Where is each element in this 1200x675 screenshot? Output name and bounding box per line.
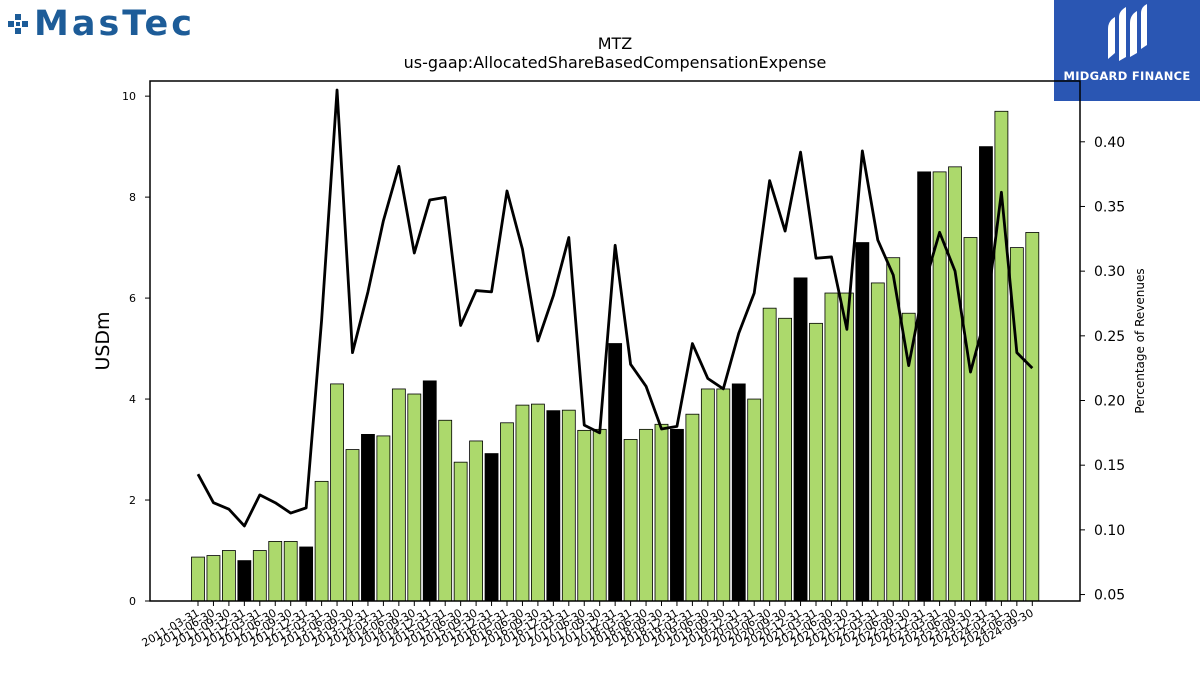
bar-2019-06-30 [700, 388, 715, 602]
y-tick-label: 0 [129, 595, 136, 608]
y2-tick-label: 0.15 [1094, 458, 1125, 474]
bar-2022-09-30 [901, 312, 916, 602]
midgard-finance-logo: MIDGARD FINANCE [1054, 0, 1200, 101]
line-series [196, 88, 1034, 528]
bar-2021-06-30 [824, 292, 839, 602]
bar-2015-12-31 [484, 453, 499, 602]
bar-2012-12-31 [299, 546, 314, 602]
y-tick-label: 4 [129, 393, 136, 406]
y2-tick-label: 0.05 [1094, 588, 1125, 604]
bar-2012-03-31 [252, 550, 267, 602]
bar-2018-06-30 [639, 428, 653, 602]
bar-2014-09-30 [407, 393, 422, 602]
bar-2015-03-31 [438, 419, 453, 602]
midgard-emblem-icon [1108, 4, 1147, 61]
bar-2024-09-30 [1025, 232, 1040, 602]
bar-2020-03-31 [747, 398, 762, 602]
bar-2012-09-30 [283, 541, 298, 602]
bar-2022-03-31 [870, 282, 885, 602]
bar-2017-03-31 [561, 409, 576, 602]
bar-2019-09-30 [716, 388, 731, 602]
y2-tick-label: 0.35 [1094, 199, 1125, 215]
bar-2021-09-30 [840, 292, 854, 602]
bar-2017-06-30 [577, 429, 592, 602]
bar-2015-09-30 [469, 440, 484, 602]
y2-tick-label: 0.30 [1094, 264, 1125, 280]
mastec-logo-text: MasTec [34, 4, 195, 44]
y2-tick-label: 0.10 [1094, 523, 1125, 539]
bar-2018-09-30 [654, 423, 669, 602]
bar-2020-06-30 [762, 307, 777, 602]
bar-2016-06-30 [515, 404, 530, 602]
bar-2014-03-31 [376, 435, 391, 602]
bar-2011-12-31 [237, 560, 252, 602]
bar-2017-12-31 [608, 343, 623, 602]
y2-axis-label: Percentage of Revenues [1133, 268, 1147, 413]
bar-2021-12-31 [855, 242, 870, 602]
y2-tick-label: 0.20 [1094, 394, 1125, 410]
y-axis-left: 0 2 4 6 8 10 [122, 90, 150, 608]
bar-2016-09-30 [531, 403, 545, 602]
bar-2014-06-30 [391, 388, 406, 602]
midgard-brand-text: MIDGARD FINANCE [1063, 69, 1191, 83]
bar-2018-03-31 [623, 439, 638, 602]
bar-2011-06-30 [206, 555, 221, 602]
y-axis-label: USDm [92, 311, 114, 370]
bar-2013-09-30 [345, 449, 360, 602]
y2-tick-label: 0.40 [1094, 135, 1125, 151]
bar-2018-12-31 [670, 428, 684, 602]
bar-2024-03-31 [994, 110, 1009, 602]
bar-2021-03-31 [809, 322, 823, 602]
mastec-logo: MasTec [8, 4, 195, 44]
bar-2019-03-31 [685, 413, 700, 602]
bar-2016-12-31 [546, 410, 561, 602]
bar-2022-12-31 [917, 171, 932, 602]
y-tick-label: 2 [129, 494, 136, 507]
bar-2011-03-31 [191, 556, 205, 602]
bar-2014-12-31 [422, 380, 437, 602]
bar-2023-09-30 [963, 237, 978, 602]
bar-2023-12-31 [979, 146, 993, 602]
mastec-logo-mark-icon [8, 14, 28, 34]
bar-2013-06-30 [330, 383, 344, 602]
bar-2013-03-31 [314, 480, 329, 602]
bar-2020-09-30 [778, 317, 792, 602]
bar-2016-03-31 [500, 422, 514, 602]
x-axis: 2011-03-312011-06-302011-09-302011-12-31… [140, 601, 1036, 650]
bar-2023-06-30 [948, 166, 962, 602]
bar-2013-12-31 [361, 433, 375, 602]
y-tick-label: 8 [129, 191, 136, 204]
bar-2012-06-30 [268, 541, 283, 602]
y-tick-label: 10 [122, 90, 136, 103]
y-tick-label: 6 [129, 292, 136, 305]
chart-title: MTZ [598, 34, 633, 53]
percentage-of-revenues-line [196, 88, 1034, 528]
bar-2015-06-30 [453, 461, 468, 602]
bar-2011-09-30 [221, 550, 236, 602]
chart-subtitle: us-gaap:AllocatedShareBasedCompensationE… [404, 53, 827, 72]
y2-tick-label: 0.25 [1094, 329, 1125, 345]
bar-2020-12-31 [793, 277, 808, 602]
bar-2019-12-31 [731, 383, 746, 602]
bar-2017-09-30 [592, 428, 607, 602]
y-axis-right: 0.05 0.10 0.15 0.20 0.25 0.30 0.35 0.40 [1080, 135, 1125, 604]
